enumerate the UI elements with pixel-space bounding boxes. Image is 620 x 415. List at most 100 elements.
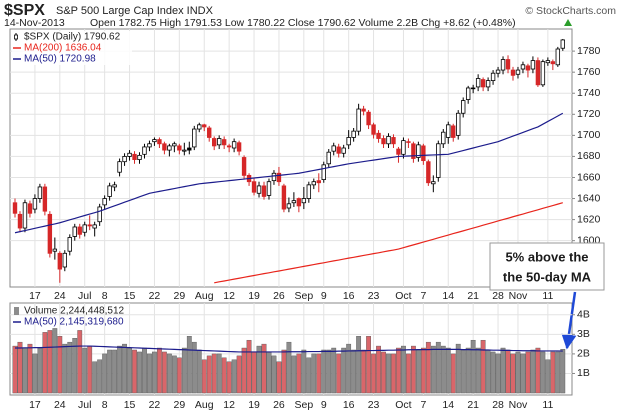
candle-body bbox=[236, 142, 242, 152]
candle-body bbox=[515, 69, 521, 75]
volume-bar bbox=[176, 357, 182, 394]
x-tick-label: 9 bbox=[321, 290, 327, 302]
x-tick-label: 28 bbox=[492, 290, 504, 302]
candle-body bbox=[132, 153, 137, 160]
candle-body bbox=[341, 147, 346, 154]
candle-body bbox=[152, 139, 157, 143]
volume-bar bbox=[37, 347, 43, 394]
price-marks bbox=[12, 38, 565, 283]
candle-body bbox=[112, 184, 117, 188]
candle-body bbox=[386, 136, 391, 145]
volume-bar bbox=[361, 349, 366, 394]
volume-bar bbox=[475, 347, 481, 394]
candle-body bbox=[42, 186, 48, 212]
volume-bar bbox=[117, 345, 122, 394]
volume-bar bbox=[545, 359, 551, 394]
volume-bar bbox=[515, 351, 521, 394]
candle-body bbox=[87, 224, 92, 227]
candle-body bbox=[157, 139, 162, 145]
candle-body bbox=[77, 226, 82, 235]
volume-bar bbox=[465, 347, 471, 394]
volume-bar bbox=[415, 349, 421, 394]
candle-body bbox=[221, 139, 227, 146]
volume-bar bbox=[276, 361, 282, 394]
y-tick-label: 1660 bbox=[577, 171, 601, 183]
x-tick-label: 14 bbox=[442, 399, 454, 411]
volume-bar bbox=[470, 339, 476, 394]
legend-label: $SPX (Daily) 1790.62 bbox=[24, 32, 121, 43]
candle-body bbox=[117, 161, 122, 173]
volume-bar bbox=[386, 353, 391, 394]
x-tick-label: Jul bbox=[78, 290, 91, 302]
volume-bar bbox=[12, 345, 18, 394]
candle-body bbox=[192, 128, 197, 148]
volume-bar bbox=[122, 343, 127, 394]
candle-body bbox=[12, 202, 18, 214]
x-tick-label: 24 bbox=[54, 399, 66, 411]
candle-body bbox=[316, 180, 321, 184]
candle-body bbox=[306, 184, 312, 199]
volume-bar bbox=[341, 347, 347, 394]
x-tick-label: Sep bbox=[294, 290, 313, 302]
volume-bar bbox=[142, 347, 147, 394]
candle-body bbox=[500, 59, 506, 71]
volume-bar bbox=[206, 355, 212, 394]
x-tick-label: 17 bbox=[29, 399, 41, 411]
y-tick-label: 1700 bbox=[577, 129, 601, 141]
volume-bar bbox=[127, 347, 132, 394]
chart-title: $SPX bbox=[4, 2, 45, 19]
legend-box bbox=[12, 31, 132, 65]
header-quote: Open 1782.75 High 1791.53 Low 1780.22 Cl… bbox=[90, 17, 516, 29]
volume-bar bbox=[530, 349, 536, 394]
candle-body bbox=[376, 132, 381, 139]
volume-bar bbox=[331, 347, 337, 394]
annotation-text: 5% above the bbox=[505, 249, 588, 264]
volume-bar bbox=[72, 338, 78, 394]
candle-body bbox=[211, 138, 217, 147]
x-tick-label: 23 bbox=[368, 290, 380, 302]
candle-body bbox=[560, 39, 565, 49]
x-tick-label: Sep bbox=[294, 399, 313, 411]
volume-bar bbox=[102, 353, 108, 394]
legend-icon bbox=[14, 34, 18, 40]
volume-bar bbox=[251, 351, 257, 394]
candle-body bbox=[182, 149, 187, 152]
y-tick-label: 2B bbox=[577, 348, 590, 360]
volume-bar bbox=[440, 345, 446, 394]
volume-bar bbox=[171, 355, 177, 394]
volume-bar bbox=[301, 349, 307, 394]
x-tick-label: 17 bbox=[29, 290, 41, 302]
volume-bar bbox=[316, 353, 322, 394]
candle-body bbox=[381, 138, 386, 145]
candle-body bbox=[102, 198, 107, 206]
x-tick-label: 16 bbox=[343, 399, 355, 411]
candle-body bbox=[47, 213, 53, 254]
x-tick-label: 12 bbox=[223, 290, 235, 302]
x-tick-label: 21 bbox=[467, 290, 479, 302]
x-tick-label: Aug bbox=[195, 290, 214, 302]
candle-body bbox=[510, 69, 516, 76]
volume-bar bbox=[256, 345, 262, 394]
volume-bar bbox=[485, 349, 491, 394]
volume-bar bbox=[425, 341, 431, 394]
volume-bar bbox=[246, 339, 252, 394]
candle-body bbox=[460, 100, 466, 114]
volume-bar bbox=[296, 353, 302, 394]
candle-body bbox=[495, 69, 501, 74]
candle-body bbox=[441, 131, 446, 145]
volume-bar bbox=[291, 355, 297, 394]
volume-bar bbox=[62, 343, 68, 394]
y-tick-label: 1780 bbox=[577, 45, 601, 57]
candle-body bbox=[470, 87, 476, 90]
volume-bar bbox=[490, 351, 496, 394]
chart-subtitle: S&P 500 Large Cap Index INDX bbox=[56, 5, 214, 17]
x-tick-label: 26 bbox=[273, 290, 285, 302]
candle-body bbox=[555, 48, 561, 66]
candle-body bbox=[202, 124, 207, 128]
volume-bar bbox=[231, 359, 237, 394]
candle-body bbox=[465, 87, 471, 100]
volume-bar bbox=[47, 330, 53, 394]
candle-body bbox=[276, 172, 282, 183]
candle-body bbox=[281, 185, 287, 210]
